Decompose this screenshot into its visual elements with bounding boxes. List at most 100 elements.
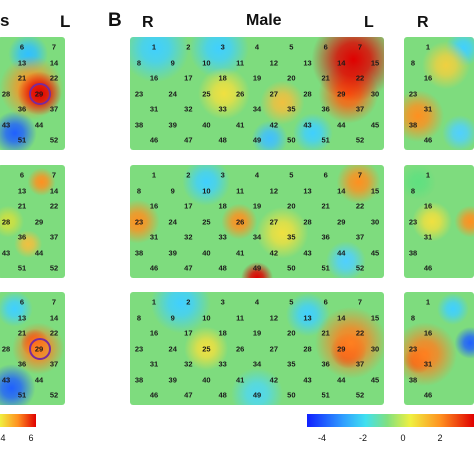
electrode-label: 28 xyxy=(1,344,11,353)
electrode-label: 52 xyxy=(49,390,59,400)
electrode-label: 21 xyxy=(321,201,330,211)
electrode-label: 51 xyxy=(321,263,330,273)
electrode-label: 6 xyxy=(19,170,25,180)
electrode-label: 14 xyxy=(49,313,59,322)
left-heading-fragment: s xyxy=(0,11,10,30)
electrode-label: 8 xyxy=(410,58,416,67)
electrode-label: 47 xyxy=(184,390,193,400)
electrode-label: 28 xyxy=(303,344,312,353)
electrode-label: 24 xyxy=(168,89,177,98)
left-hemisphere-label-b: L xyxy=(364,14,374,31)
electrode-label: 51 xyxy=(17,390,27,400)
electrode-label: 18 xyxy=(218,73,227,83)
electrode-label: 2 xyxy=(186,170,191,180)
electrode-label: 52 xyxy=(355,390,365,400)
electrode-label: 50 xyxy=(287,390,296,400)
electrode-label: 8 xyxy=(136,313,142,322)
electrode-label: 38 xyxy=(134,120,144,129)
electrode-label: 34 xyxy=(252,104,262,114)
electrode-label: 19 xyxy=(252,328,262,338)
electrode-label: 32 xyxy=(184,104,193,114)
electrode-label: 14 xyxy=(337,313,346,322)
electrode-label: 12 xyxy=(269,58,279,67)
electrode-label: 26 xyxy=(235,89,245,98)
electrode-label: 29 xyxy=(337,217,346,226)
electrode-label: 36 xyxy=(17,232,27,242)
electrode-label: 51 xyxy=(17,263,27,273)
right-hemisphere-label-b: R xyxy=(142,14,154,31)
electrode-label: 22 xyxy=(49,73,59,83)
electrode-label: 27 xyxy=(269,89,279,98)
electrode-label: 9 xyxy=(170,186,175,195)
electrode-label: 6 xyxy=(323,42,328,52)
electrode-label: 11 xyxy=(236,58,245,67)
electrode-label: 26 xyxy=(235,217,245,226)
electrode-label: 23 xyxy=(134,89,144,98)
electrode-label: 24 xyxy=(168,344,177,353)
electrode-label: 21 xyxy=(321,73,330,83)
electrode-label: 44 xyxy=(337,120,346,129)
electrode-label: 21 xyxy=(321,328,330,338)
electrode-label: 1 xyxy=(151,297,157,307)
electrode-label: 37 xyxy=(49,104,59,114)
electrode-label: 23 xyxy=(408,344,418,353)
colorbar-left-tick: 6 xyxy=(28,433,34,443)
electrode-label: 4 xyxy=(254,297,260,307)
electrode-label: 38 xyxy=(408,248,418,257)
highlight-ring xyxy=(29,82,51,105)
electrode-label: 10 xyxy=(202,186,211,195)
electrode-label: 1 xyxy=(151,42,157,52)
heatmap-panel-right-0 xyxy=(404,37,474,150)
colorbar-right xyxy=(307,414,474,427)
electrode-label: 40 xyxy=(202,120,211,129)
electrode-label: 1 xyxy=(151,170,157,180)
electrode-label: 32 xyxy=(184,232,193,242)
electrode-label: 48 xyxy=(218,263,227,273)
electrode-label: 28 xyxy=(303,89,312,98)
electrode-label: 52 xyxy=(49,263,59,273)
heatmap-panel-left-1 xyxy=(0,165,65,278)
electrode-label: 7 xyxy=(51,170,57,180)
electrode-label: 19 xyxy=(252,73,262,83)
electrode-label: 44 xyxy=(337,375,346,384)
electrode-label: 4 xyxy=(254,170,260,180)
electrode-label: 38 xyxy=(408,375,418,384)
electrode-label: 43 xyxy=(1,375,11,384)
electrode-label: 35 xyxy=(287,359,296,369)
electrode-label: 9 xyxy=(170,313,175,322)
electrode-label: 46 xyxy=(423,135,433,145)
electrode-label: 13 xyxy=(303,313,312,322)
electrode-label: 31 xyxy=(149,104,159,114)
electrode-label: 15 xyxy=(370,186,380,195)
right-hemisphere-label-c: R xyxy=(417,14,429,31)
electrode-label: 21 xyxy=(17,73,27,83)
electrode-label: 17 xyxy=(184,328,193,338)
electrode-label: 1 xyxy=(425,42,431,52)
heatmap-panel-right-1 xyxy=(404,165,474,278)
electrode-label: 18 xyxy=(218,201,227,211)
electrode-label: 22 xyxy=(355,328,365,338)
electrode-label: 1 xyxy=(425,170,431,180)
colorbar-left-tick: 4 xyxy=(0,433,6,443)
electrode-label: 27 xyxy=(269,217,279,226)
electrode-label: 42 xyxy=(269,248,279,257)
colorbar-right-tick: -4 xyxy=(317,433,327,443)
electrode-label: 28 xyxy=(1,89,11,98)
electrode-label: 15 xyxy=(370,58,380,67)
electrode-label: 11 xyxy=(236,186,245,195)
panel-b-letter: B xyxy=(108,10,122,31)
electrode-label: 43 xyxy=(303,120,312,129)
electrode-label: 21 xyxy=(17,328,27,338)
heatmap-panel-mid-1 xyxy=(130,165,384,278)
electrode-label: 39 xyxy=(168,120,177,129)
heatmap-panel-right-2 xyxy=(404,292,474,405)
electrode-label: 8 xyxy=(136,186,142,195)
electrode-label: 22 xyxy=(49,201,59,211)
electrode-label: 50 xyxy=(287,135,296,145)
electrode-label: 20 xyxy=(287,73,296,83)
electrode-label: 52 xyxy=(49,135,59,145)
electrode-label: 11 xyxy=(236,313,245,322)
colorbar-right-tick: 0 xyxy=(400,433,406,443)
electrode-label: 8 xyxy=(136,58,142,67)
electrode-label: 51 xyxy=(321,135,330,145)
